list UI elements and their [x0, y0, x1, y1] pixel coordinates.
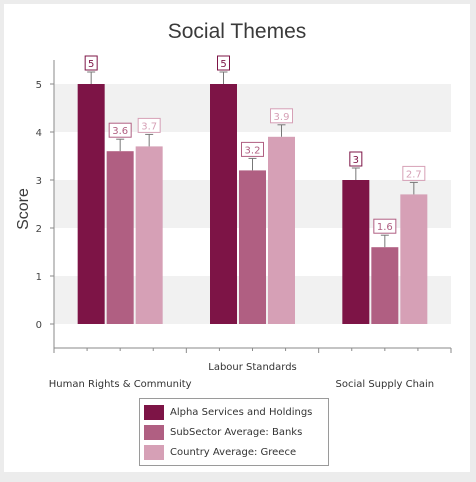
x-tick-label: Labour Standards [208, 362, 297, 373]
bar [210, 84, 237, 324]
chart-card: Social Themes Score 0 1 2 3 4 5 5 3.6 3.7 Human R… [4, 4, 470, 472]
x-tick-label: Human Rights & Community [49, 379, 192, 390]
legend-swatch [144, 444, 164, 460]
bar [77, 84, 105, 324]
legend-item: Alpha Services and Holdings [144, 402, 324, 422]
data-label: 5 [88, 59, 94, 70]
y-tick-label: 0 [36, 320, 42, 331]
legend-label: Alpha Services and Holdings [170, 406, 313, 418]
bar [268, 136, 295, 324]
data-label-box [373, 218, 397, 234]
y-tick-label: 3 [36, 176, 42, 187]
data-label-box [217, 55, 230, 71]
data-label: 3 [353, 155, 359, 166]
legend-item: Country Average: Greece [144, 442, 324, 462]
bar [135, 146, 163, 324]
data-label-box [270, 108, 293, 124]
data-label: 5 [220, 59, 226, 70]
data-label-box [137, 117, 161, 133]
y-tick-label: 1 [36, 272, 42, 283]
chart-title: Social Themes [167, 20, 307, 43]
data-label-box [402, 165, 426, 181]
bar [400, 194, 428, 324]
bar [106, 151, 134, 324]
chart-legend: Alpha Services and Holdings SubSector Ave… [139, 398, 329, 466]
legend-swatch [144, 424, 164, 440]
bar [342, 180, 370, 324]
x-tick-label: Social Supply Chain [336, 379, 435, 390]
data-label: 3.7 [141, 121, 157, 132]
data-label-box [241, 141, 264, 157]
legend-item: SubSector Average: Banks [144, 422, 324, 442]
data-label: 3.6 [112, 126, 128, 137]
legend-label: Country Average: Greece [170, 446, 297, 458]
y-tick-label: 2 [36, 224, 42, 235]
bar [371, 247, 399, 324]
data-label-box [84, 55, 98, 71]
y-tick-label: 4 [36, 128, 42, 139]
legend-label: SubSector Average: Banks [170, 426, 303, 438]
data-label-box [108, 122, 132, 138]
data-label: 3.2 [245, 145, 261, 156]
chart-plot: 0 1 2 3 4 5 5 3.6 3.7 Human Rights & Community 5 3.… [36, 55, 452, 390]
legend-swatch [144, 404, 164, 420]
data-label-box [349, 151, 363, 167]
data-label: 2.7 [406, 169, 422, 180]
data-label: 3.9 [274, 112, 290, 123]
data-label: 1.6 [377, 222, 393, 233]
y-tick-label: 5 [36, 80, 42, 91]
bar [239, 170, 266, 324]
